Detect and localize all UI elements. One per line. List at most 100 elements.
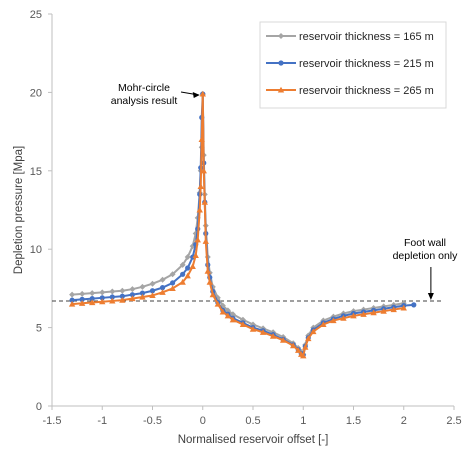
data-point <box>305 335 312 342</box>
data-point <box>129 292 135 298</box>
data-point <box>149 288 156 294</box>
tick-labels: 0 5 10 15 20 25 -1.5 -1 -0.5 0 0.5 1 1.5 2 2.5 <box>30 9 462 427</box>
data-point <box>99 295 105 301</box>
legend-entry: reservoir thickness = 265 m <box>266 85 434 97</box>
data-point <box>189 263 196 270</box>
data-point <box>400 304 407 311</box>
data-point <box>184 272 191 279</box>
series-2 <box>69 91 417 358</box>
data-point <box>290 342 297 349</box>
data-point <box>199 90 206 97</box>
data-point <box>129 286 136 293</box>
legend: reservoir thickness = 165 m reservoir thi… <box>259 21 447 109</box>
data-point <box>149 292 156 299</box>
data-point <box>278 60 284 66</box>
data-point <box>149 280 156 287</box>
data-point <box>129 295 136 302</box>
legend-entry: reservoir thickness = 215 m <box>266 58 434 70</box>
data-point <box>209 291 216 298</box>
x-tick-label: 1 <box>300 415 306 427</box>
series-1 <box>69 90 407 358</box>
data-point <box>119 293 125 299</box>
data-point <box>330 317 337 324</box>
data-point <box>278 33 284 39</box>
annotation-line: Mohr-circle <box>118 82 170 94</box>
data-point <box>200 167 207 174</box>
data-point <box>69 291 76 298</box>
data-point <box>201 198 208 205</box>
data-point <box>159 285 166 291</box>
x-tick-label: 2 <box>401 415 407 427</box>
data-point <box>411 302 417 308</box>
data-point <box>249 325 257 332</box>
data-point <box>269 333 277 339</box>
x-tick-label: -1.5 <box>43 415 62 427</box>
data-point <box>89 295 95 302</box>
data-point <box>192 252 199 259</box>
x-tick-label: -0.5 <box>143 415 162 427</box>
x-tick-label: 0.5 <box>245 415 260 427</box>
data-point <box>109 294 115 300</box>
data-point <box>320 321 327 328</box>
x-axis-title: Normalised reservoir offset [-] <box>178 434 329 446</box>
data-point <box>179 278 186 285</box>
y-tick-label: 10 <box>30 244 42 256</box>
data-point <box>277 86 285 93</box>
data-point <box>79 296 85 302</box>
y-axis-title: Depletion pressure [Mpa] <box>13 146 25 274</box>
data-point <box>310 328 317 335</box>
data-point <box>89 290 96 297</box>
data-point <box>279 336 287 343</box>
data-point <box>179 261 186 268</box>
y-tick-label: 15 <box>30 166 42 178</box>
data-point <box>159 289 166 295</box>
data-point <box>139 283 146 290</box>
data-point <box>380 307 387 314</box>
data-point <box>89 299 96 306</box>
data-point <box>360 311 367 317</box>
legend-label: reservoir thickness = 265 m <box>299 85 434 97</box>
data-point <box>390 306 397 313</box>
legend-label: reservoir thickness = 165 m <box>299 31 434 43</box>
data-point <box>184 254 191 261</box>
data-point <box>78 300 86 306</box>
data-point <box>295 347 302 353</box>
series-3 <box>68 90 407 359</box>
data-point <box>170 280 176 286</box>
series-layer <box>68 90 417 359</box>
data-point <box>204 267 211 274</box>
data-point <box>169 271 176 278</box>
data-point <box>219 308 227 315</box>
data-point <box>229 316 237 323</box>
data-point <box>340 314 347 321</box>
x-tick-label: 0 <box>200 415 206 427</box>
data-point <box>99 298 106 305</box>
annotation-mohr-circle: Mohr-circle analysis result <box>111 82 178 107</box>
data-point <box>214 300 222 307</box>
data-point <box>196 206 203 213</box>
annotation-line: analysis result <box>111 95 178 107</box>
axes <box>48 13 455 410</box>
data-point <box>68 300 76 307</box>
data-point <box>206 278 213 285</box>
x-tick-label: -1 <box>97 415 107 427</box>
data-point <box>119 287 126 294</box>
y-tick-label: 25 <box>30 9 42 21</box>
annotation-arrow-head <box>427 292 434 300</box>
x-tick-label: 1.5 <box>346 415 361 427</box>
data-point <box>302 344 309 350</box>
data-point <box>259 329 267 335</box>
data-point <box>198 136 205 142</box>
data-point <box>239 321 247 328</box>
annotation-layer: Mohr-circle analysis result Foot wall deple… <box>111 82 458 300</box>
data-point <box>169 285 176 291</box>
data-point <box>224 312 232 319</box>
data-point <box>350 312 357 319</box>
data-point <box>185 265 191 271</box>
data-point <box>79 290 86 297</box>
y-tick-label: 0 <box>36 401 42 413</box>
data-point <box>180 271 186 277</box>
legend-entry: reservoir thickness = 165 m <box>266 31 434 43</box>
x-tick-label: 2.5 <box>446 415 461 427</box>
